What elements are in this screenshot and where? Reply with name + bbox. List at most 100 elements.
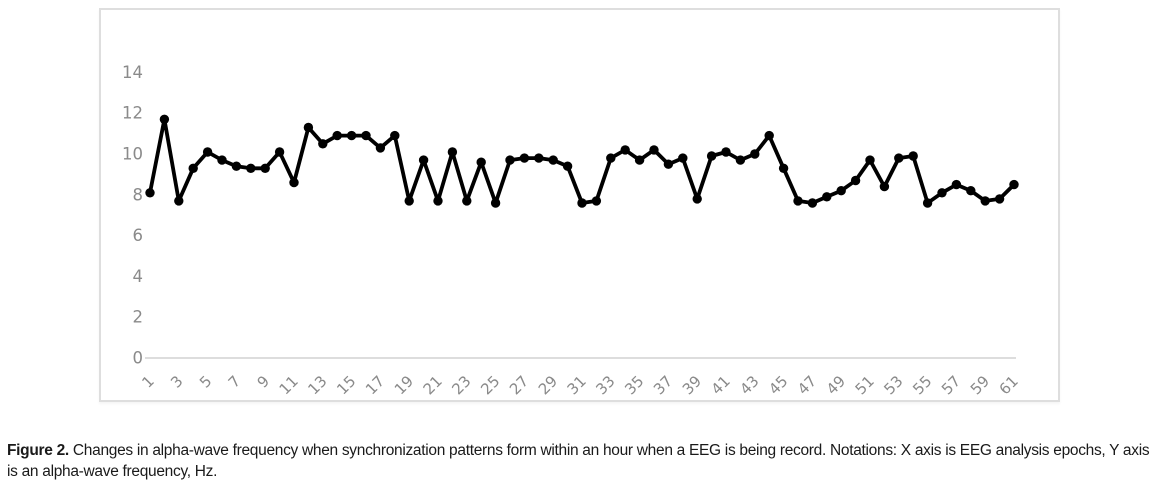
x-axis-tick-label: 13 (304, 372, 330, 398)
x-axis-tick-label: 39 (679, 372, 705, 398)
data-point-marker (908, 151, 918, 161)
data-point-marker (894, 153, 904, 163)
data-point-marker (332, 130, 342, 141)
data-point-marker (966, 186, 976, 196)
data-point-marker (145, 188, 155, 198)
data-point-marker (505, 155, 515, 165)
data-point-marker (721, 147, 731, 157)
data-point-marker (361, 130, 371, 141)
data-point-marker (850, 175, 861, 186)
data-point-marker (994, 194, 1005, 204)
x-axis-tick-label: 53 (880, 372, 906, 398)
data-point-marker (433, 196, 443, 206)
data-point-marker (260, 163, 270, 173)
data-point-marker (879, 181, 890, 192)
data-point-marker (289, 177, 299, 188)
data-point-marker (678, 153, 688, 163)
data-point-marker (735, 155, 746, 165)
data-point-marker (188, 163, 198, 173)
y-axis-tick-label: 0 (133, 349, 144, 368)
data-point-marker (865, 155, 875, 165)
x-axis-tick-label: 29 (535, 372, 561, 398)
x-axis-tick-label: 51 (852, 372, 878, 398)
x-axis-tick-label: 19 (391, 372, 417, 398)
data-point-marker (217, 155, 227, 165)
figure-caption-text: Changes in alpha-wave frequency when syn… (7, 441, 1150, 481)
x-axis-tick-label: 3 (167, 372, 186, 391)
figure-caption: Figure 2. Changes in alpha-wave frequenc… (7, 440, 1150, 483)
data-point-marker (476, 157, 486, 167)
data-point-marker (836, 186, 846, 196)
y-axis-tick-label: 10 (122, 145, 143, 164)
y-axis-tick-label: 12 (122, 104, 143, 123)
data-point-marker (649, 145, 659, 155)
data-point-marker (706, 151, 717, 161)
y-axis-tick-label: 6 (133, 226, 144, 245)
x-axis-tick-label: 45 (765, 372, 791, 398)
y-axis-tick-label: 14 (122, 63, 143, 82)
data-point-marker (577, 198, 587, 208)
x-axis-tick-label: 35 (621, 372, 647, 398)
x-axis-tick-label: 11 (276, 372, 302, 398)
x-axis-tick-label: 5 (196, 372, 215, 391)
data-point-marker (490, 198, 501, 208)
x-axis-tick-label: 23 (448, 372, 474, 398)
data-point-marker (202, 147, 213, 157)
x-axis-tick-label: 47 (794, 372, 820, 398)
data-point-marker (807, 198, 818, 208)
data-point-marker (663, 159, 674, 169)
figure-chart-panel: 0 2 4 6 8 10 12 14 1 3 5 7 9 11 13 15 17 19 21 23 25 27 29 31 33… (99, 8, 1060, 402)
data-point-marker (750, 149, 760, 159)
y-axis-tick-label: 2 (133, 308, 144, 327)
x-axis-tick-label: 7 (225, 372, 244, 391)
y-axis-tick-label: 8 (133, 185, 144, 204)
data-point-marker (159, 114, 170, 125)
data-point-marker (303, 122, 314, 133)
y-axis-tick-label: 4 (133, 267, 144, 286)
data-point-marker (274, 147, 285, 157)
data-point-marker (591, 196, 602, 206)
x-axis-tick-label: 57 (938, 372, 964, 398)
data-point-marker (922, 198, 933, 208)
data-point-marker (519, 153, 530, 163)
data-point-marker (980, 196, 990, 206)
data-point-marker (246, 163, 256, 173)
data-point-marker (778, 163, 789, 173)
data-point-marker (346, 130, 357, 141)
data-point-marker (764, 130, 774, 141)
data-point-marker (418, 155, 429, 165)
data-point-marker (951, 179, 962, 190)
data-point-marker (822, 192, 832, 202)
x-axis-tick-label: 1 (138, 372, 157, 391)
x-axis-tick-label: 27 (506, 372, 532, 398)
data-point-marker (692, 194, 702, 204)
x-axis-tick-label: 31 (564, 372, 590, 398)
x-axis-tick-label: 41 (708, 372, 734, 398)
data-point-marker (793, 196, 803, 206)
x-axis-tick-label: 25 (477, 372, 503, 398)
data-point-marker (174, 196, 184, 206)
data-point-marker (534, 153, 544, 163)
data-point-marker (462, 196, 472, 206)
data-point-marker (318, 139, 328, 149)
x-axis-tick-label: 55 (909, 372, 935, 398)
x-axis-tick-label: 33 (592, 372, 618, 398)
data-point-marker (606, 153, 616, 163)
x-axis-tick-label: 9 (254, 372, 273, 391)
data-point-marker (548, 155, 558, 165)
x-axis-tick-label: 15 (333, 372, 359, 398)
x-axis-tick-label: 49 (823, 372, 849, 398)
figure-caption-label: Figure 2. (7, 441, 69, 459)
x-axis-tick-label: 43 (736, 372, 762, 398)
data-point-marker (375, 143, 386, 153)
data-point-marker (231, 161, 242, 171)
data-point-marker (937, 188, 947, 198)
x-axis-tick-label: 17 (362, 372, 388, 398)
data-point-marker (404, 196, 414, 206)
data-point-marker (620, 145, 630, 155)
data-point-marker (634, 155, 645, 165)
x-axis-tick-label: 21 (420, 372, 446, 398)
x-axis-tick-label: 59 (967, 372, 993, 398)
data-point-marker (562, 161, 573, 171)
